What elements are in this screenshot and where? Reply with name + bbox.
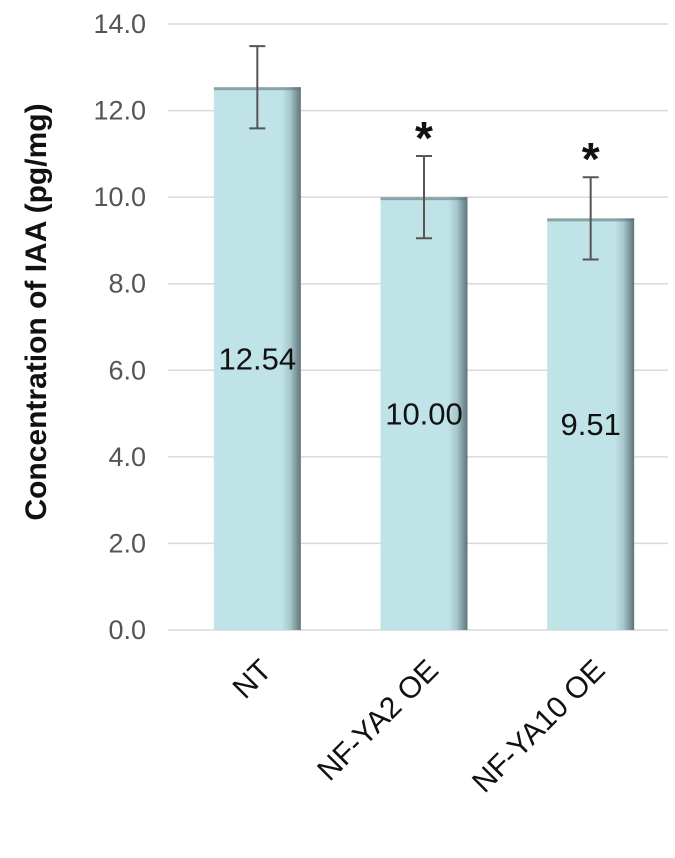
bar xyxy=(380,197,468,630)
category-label: NT xyxy=(227,654,279,706)
y-tick-label: 6.0 xyxy=(108,355,146,385)
significance-markers: * * xyxy=(415,112,600,185)
y-tick-label: 10.0 xyxy=(93,182,146,212)
error-bar xyxy=(416,155,432,240)
y-tick-label: 14.0 xyxy=(93,9,146,39)
data-labels: 12.54 10.00 9.51 xyxy=(219,342,621,443)
error-bar xyxy=(249,45,266,130)
error-bars xyxy=(249,45,599,261)
category-label: NF-YA10 OE xyxy=(466,654,612,800)
data-label: 9.51 xyxy=(560,407,620,442)
y-axis-label: Concentration of IAA (pg/mg) xyxy=(20,103,53,520)
y-tick-label: 8.0 xyxy=(108,269,146,299)
error-bar xyxy=(582,176,599,261)
y-tick-label: 0.0 xyxy=(108,615,146,645)
y-tick-label: 2.0 xyxy=(108,528,146,558)
category-label: NF-YA2 OE xyxy=(311,654,445,788)
data-label: 12.54 xyxy=(219,342,297,377)
y-tick-label: 4.0 xyxy=(108,442,146,472)
data-label: 10.00 xyxy=(385,397,463,432)
bar xyxy=(213,87,301,630)
y-axis-ticks: 0.0 2.0 4.0 6.0 8.0 10.0 12.0 14.0 xyxy=(93,9,146,645)
significance-asterisk: * xyxy=(415,112,433,164)
significance-asterisk: * xyxy=(582,133,600,185)
category-labels: NT NF-YA2 OE NF-YA10 OE xyxy=(227,654,612,800)
bar xyxy=(547,218,635,631)
y-tick-label: 12.0 xyxy=(93,96,146,126)
